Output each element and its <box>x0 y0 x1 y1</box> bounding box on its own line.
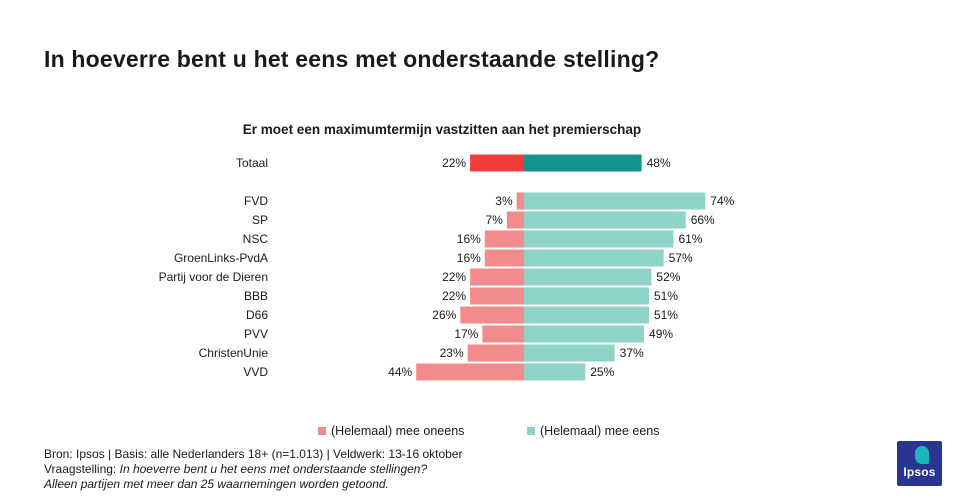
data-label-agree-partij-voor-de-dieren: 52% <box>656 270 680 284</box>
legend-disagree-swatch <box>318 427 326 435</box>
bar-agree-sp <box>524 211 686 229</box>
bar-agree-nsc <box>524 230 674 248</box>
data-label-disagree-nsc: 16% <box>457 232 481 246</box>
data-label-agree-d66: 51% <box>654 308 678 322</box>
bar-agree-totaal <box>524 154 642 172</box>
category-label-nsc: NSC <box>243 232 269 246</box>
bar-agree-partij-voor-de-dieren <box>524 268 652 286</box>
category-label-vvd: VVD <box>243 365 268 379</box>
bar-agree-bbb <box>524 287 649 305</box>
legend-agree-label: (Helemaal) mee eens <box>540 424 660 438</box>
footer-source: Bron: Ipsos | Basis: alle Nederlanders 1… <box>44 447 463 461</box>
logo-mark-icon <box>915 446 929 464</box>
data-label-agree-fvd: 74% <box>710 194 734 208</box>
bar-disagree-nsc <box>484 230 524 248</box>
category-label-sp: SP <box>252 213 268 227</box>
bar-agree-fvd <box>524 192 706 210</box>
data-label-disagree-totaal: 22% <box>442 156 466 170</box>
bar-disagree-vvd <box>416 363 524 381</box>
bar-disagree-d66 <box>460 306 524 324</box>
category-label-totaal: Totaal <box>236 156 268 170</box>
data-label-disagree-d66: 26% <box>432 308 456 322</box>
page-title: In hoeverre bent u het eens met ondersta… <box>44 46 660 72</box>
data-label-disagree-bbb: 22% <box>442 289 466 303</box>
bar-disagree-bbb <box>470 287 524 305</box>
footer: Bron: Ipsos | Basis: alle Nederlanders 1… <box>44 447 462 492</box>
bar-disagree-christenunie <box>467 344 524 362</box>
data-label-agree-nsc: 61% <box>678 232 702 246</box>
bar-disagree-totaal <box>470 154 524 172</box>
logo-text: Ipsos <box>903 465 936 479</box>
data-label-disagree-sp: 7% <box>486 213 504 227</box>
category-label-partij-voor-de-dieren: Partij voor de Dieren <box>159 270 268 284</box>
data-label-disagree-fvd: 3% <box>495 194 513 208</box>
category-label-groenlinks-pvda: GroenLinks-PvdA <box>174 251 268 265</box>
data-label-agree-sp: 66% <box>691 213 715 227</box>
legend-agree: (Helemaal) mee eens <box>527 424 660 438</box>
data-label-agree-vvd: 25% <box>590 365 614 379</box>
data-label-agree-christenunie: 37% <box>620 346 644 360</box>
category-label-fvd: FVD <box>244 194 268 208</box>
bar-agree-pvv <box>524 325 645 343</box>
bar-disagree-sp <box>506 211 524 229</box>
footer-question: Vraagstelling: In hoeverre bent u het ee… <box>44 462 462 477</box>
category-label-pvv: PVV <box>244 327 268 341</box>
data-label-disagree-partij-voor-de-dieren: 22% <box>442 270 466 284</box>
bar-disagree-fvd <box>516 192 524 210</box>
data-label-agree-groenlinks-pvda: 57% <box>669 251 693 265</box>
bar-agree-d66 <box>524 306 649 324</box>
bar-disagree-partij-voor-de-dieren <box>470 268 524 286</box>
legend-disagree-label: (Helemaal) mee oneens <box>331 424 465 438</box>
data-label-agree-pvv: 49% <box>649 327 673 341</box>
data-label-disagree-pvv: 17% <box>454 327 478 341</box>
data-label-agree-bbb: 51% <box>654 289 678 303</box>
footer-question-text: In hoeverre bent u het eens met ondersta… <box>119 462 428 476</box>
category-label-christenunie: ChristenUnie <box>199 346 269 360</box>
bar-agree-vvd <box>524 363 586 381</box>
bar-agree-groenlinks-pvda <box>524 249 664 267</box>
legend-agree-swatch <box>527 427 535 435</box>
data-label-agree-totaal: 48% <box>647 156 671 170</box>
data-label-disagree-groenlinks-pvda: 16% <box>457 251 481 265</box>
ipsos-logo: Ipsos <box>897 441 942 486</box>
category-label-d66: D66 <box>246 308 268 322</box>
legend-disagree: (Helemaal) mee oneens <box>318 424 464 438</box>
footer-question-prefix: Vraagstelling: <box>44 462 120 476</box>
bar-agree-christenunie <box>524 344 615 362</box>
bar-disagree-groenlinks-pvda <box>484 249 524 267</box>
bar-chart: Totaal 22% 48% FVD 3% 74% SP 7% 66% NSC 16% 61% Groe… <box>159 154 735 381</box>
footer-note: Alleen partijen met meer dan 25 waarnemi… <box>44 477 389 491</box>
bar-disagree-pvv <box>482 325 524 343</box>
data-label-disagree-vvd: 44% <box>388 365 412 379</box>
category-label-bbb: BBB <box>244 289 268 303</box>
chart-subtitle: Er moet een maximumtermijn vastzitten aa… <box>242 122 642 137</box>
data-label-disagree-christenunie: 23% <box>440 346 464 360</box>
